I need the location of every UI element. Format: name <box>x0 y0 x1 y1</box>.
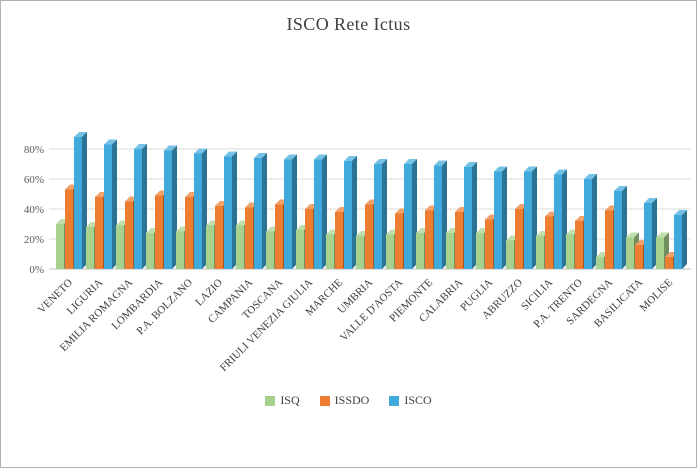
bar-isco-liguria <box>104 139 117 269</box>
bar-isco-campania <box>254 153 267 269</box>
legend-swatch-isco <box>389 395 400 406</box>
bar-isco-marche <box>344 156 357 269</box>
bar-isco-umbria <box>374 159 387 269</box>
bar-isco-valle-d-aosta <box>404 159 417 269</box>
legend-item-isq: ISQ <box>265 393 300 408</box>
bar-isco-sicilia <box>554 169 567 269</box>
y-tick-label: 60% <box>24 174 44 186</box>
bar-isco-basilicata <box>644 198 657 269</box>
legend-item-isco: ISCO <box>389 393 432 408</box>
y-tick-label: 0% <box>29 264 44 276</box>
legend-swatch-isq <box>265 395 276 406</box>
bar-isco-p-a-trento <box>584 174 597 269</box>
chart-legend: ISQ ISSDO ISCO <box>1 393 696 408</box>
legend-item-issdo: ISSDO <box>319 393 370 408</box>
bar-isco-p-a-bolzano <box>194 148 207 269</box>
bar-isco-lombardia <box>164 145 177 269</box>
y-tick-label: 20% <box>24 234 44 246</box>
bar-isco-friuli-venezia-giulia <box>314 154 327 269</box>
legend-label-isq: ISQ <box>280 393 300 407</box>
chart-title: ISCO Rete Ictus <box>286 14 411 34</box>
bar-isco-toscana <box>284 154 297 269</box>
y-tick-label: 40% <box>24 204 44 216</box>
legend-swatch-issdo <box>319 395 330 406</box>
bar-isco-piemonte <box>434 160 447 269</box>
x-axis-label-molise: MOLISE <box>638 276 676 314</box>
legend-label-isco: ISCO <box>404 393 432 407</box>
bar-isco-puglia <box>494 166 507 269</box>
bar-isco-sardegna <box>614 186 627 269</box>
bar-isco-molise <box>674 210 687 269</box>
legend-label-issdo: ISSDO <box>334 393 370 407</box>
bar-isco-veneto <box>74 132 87 269</box>
bar-isco-calabria <box>464 162 477 269</box>
bar-isco-abruzzo <box>524 166 537 269</box>
bar-isco-lazio <box>224 151 237 269</box>
x-axis-label-p-a-bolzano: P.A. BOLZANO <box>135 277 196 338</box>
bar-isco-emilia-romagna <box>134 144 147 269</box>
y-tick-label: 80% <box>24 144 44 156</box>
